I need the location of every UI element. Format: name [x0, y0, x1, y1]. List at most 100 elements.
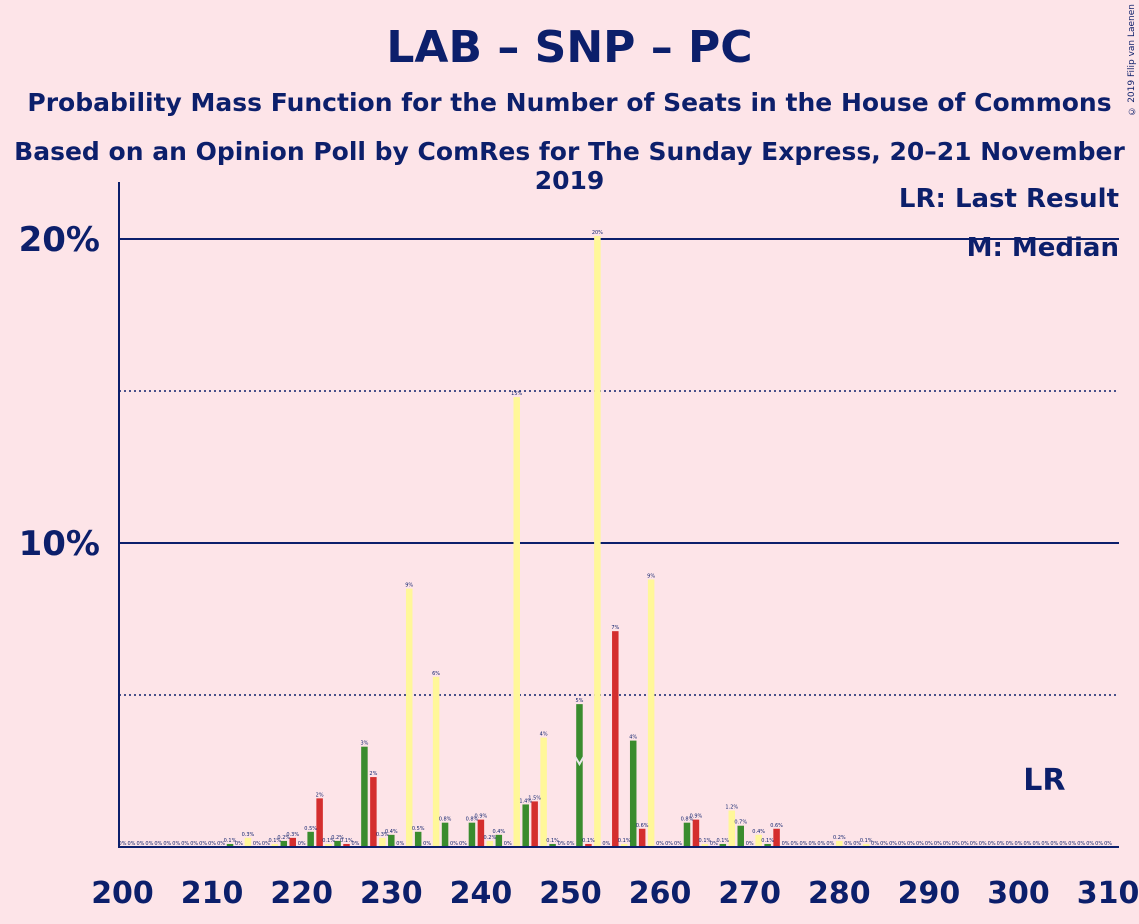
bar-label-303: 0%	[1041, 841, 1049, 847]
bar-label-287: 0%	[898, 841, 906, 847]
bar-240	[477, 819, 485, 847]
bar-227	[361, 746, 368, 847]
bar-label-260: 0%	[656, 841, 664, 847]
bar-label-226: 0%	[351, 841, 359, 847]
bar-label-256: 0.1%	[618, 838, 631, 844]
bar-label-228: 2%	[369, 771, 377, 777]
bar-label-243: 0%	[504, 841, 512, 847]
bar-label-223: 0.1%	[322, 838, 335, 844]
bar-218	[280, 840, 288, 847]
gridlines	[119, 238, 1119, 696]
bar-label-254: 0%	[602, 841, 610, 847]
x-tick-250: 250	[539, 876, 602, 911]
bar-label-301: 0%	[1023, 841, 1031, 847]
x-tick-290: 290	[898, 876, 961, 911]
bar-labels: 0% 0% 0% 0% 0% 0% 0% 0% 0% 0% 0% 0%0.1%0%0.3%0% 0%0.…	[119, 230, 1113, 847]
bar-272	[764, 843, 771, 847]
bar-label-247: 4%	[540, 732, 548, 738]
bar-label-296: 0%	[979, 841, 987, 847]
bar-212	[226, 843, 234, 847]
bar-label-261: 0%	[665, 841, 673, 847]
bar-label-291: 0%	[934, 841, 942, 847]
bar-label-310: 0%	[1104, 841, 1112, 847]
bar-label-231: 0%	[396, 841, 404, 847]
median-marker	[574, 756, 585, 767]
bar-label-272: 0.1%	[761, 838, 774, 844]
bar-256	[621, 843, 628, 847]
bar-258	[638, 828, 646, 847]
bar-label-277: 0%	[808, 841, 816, 847]
bar-label-274: 0%	[782, 841, 790, 847]
y-tick-10: 10%	[19, 524, 100, 564]
bar-label-275: 0%	[791, 841, 799, 847]
bar-230	[388, 834, 395, 847]
bar-label-297: 0%	[988, 841, 996, 847]
x-tick-200: 200	[91, 876, 154, 911]
x-tick-230: 230	[360, 876, 423, 911]
bar-label-212: 0.1%	[224, 838, 237, 844]
bar-label-245: 1.4%	[519, 798, 532, 804]
x-tick-260: 260	[629, 876, 692, 911]
bar-label-218: 0.2%	[277, 835, 290, 841]
bar-label-252: 0.1%	[582, 838, 595, 844]
bar-247	[540, 737, 547, 847]
bar-224	[334, 840, 341, 847]
x-tick-240: 240	[450, 876, 513, 911]
bar-label-238: 0%	[459, 841, 467, 847]
bar-248	[549, 843, 556, 847]
bar-232	[405, 588, 413, 847]
bar-label-299: 0%	[1006, 841, 1014, 847]
bar-label-206: 0%	[172, 841, 180, 847]
bar-268	[728, 810, 736, 847]
bar-label-253: 20%	[592, 230, 603, 236]
bar-255	[612, 631, 619, 847]
bar-label-213: 0%	[235, 841, 243, 847]
bar-label-278: 0%	[817, 841, 825, 847]
bar-233	[414, 831, 422, 847]
markers: LR	[574, 756, 1066, 798]
bar-label-282: 0%	[853, 841, 861, 847]
bar-223	[325, 843, 332, 847]
bar-label-230: 0.4%	[385, 829, 398, 835]
x-tick-270: 270	[718, 876, 781, 911]
x-tick-210: 210	[181, 876, 244, 911]
bar-label-255: 7%	[611, 625, 619, 631]
bar-label-308: 0%	[1086, 841, 1094, 847]
chart-subtitle-source: Based on an Opinion Poll by ComRes for T…	[14, 137, 1125, 195]
bar-265	[701, 843, 709, 847]
bar-label-304: 0%	[1050, 841, 1058, 847]
bar-label-229: 0.3%	[376, 832, 389, 838]
bar-label-201: 0%	[127, 841, 135, 847]
bar-280	[836, 840, 843, 847]
bar-251	[576, 704, 583, 847]
bar-221	[307, 831, 314, 847]
bar-label-251: 5%	[575, 698, 583, 704]
bar-245	[522, 804, 529, 847]
last-result-marker: LR	[1023, 763, 1065, 798]
bar-label-295: 0%	[970, 841, 978, 847]
x-tick-220: 220	[270, 876, 333, 911]
bar-269	[737, 825, 744, 847]
bar-label-205: 0%	[163, 841, 171, 847]
bar-label-215: 0%	[253, 841, 261, 847]
bar-271	[755, 834, 762, 847]
bar-label-290: 0%	[925, 841, 933, 847]
bar-label-286: 0%	[889, 841, 897, 847]
bar-label-207: 0%	[181, 841, 189, 847]
bar-267	[719, 843, 727, 847]
bar-label-300: 0%	[1015, 841, 1023, 847]
bar-label-280: 0.2%	[833, 835, 846, 841]
bar-label-241: 0.2%	[484, 835, 497, 841]
x-tick-300: 300	[987, 876, 1050, 911]
bar-label-239: 0.8%	[466, 817, 479, 823]
bar-label-209: 0%	[199, 841, 207, 847]
bar-244	[513, 397, 520, 847]
bar-283	[862, 843, 870, 847]
chart-title: LAB – SNP – PC	[386, 22, 753, 73]
bar-label-293: 0%	[952, 841, 960, 847]
bar-label-232: 9%	[405, 583, 413, 589]
bar-label-233: 0.5%	[412, 826, 425, 832]
bar-label-208: 0%	[190, 841, 198, 847]
bar-label-219: 0.3%	[286, 832, 299, 838]
